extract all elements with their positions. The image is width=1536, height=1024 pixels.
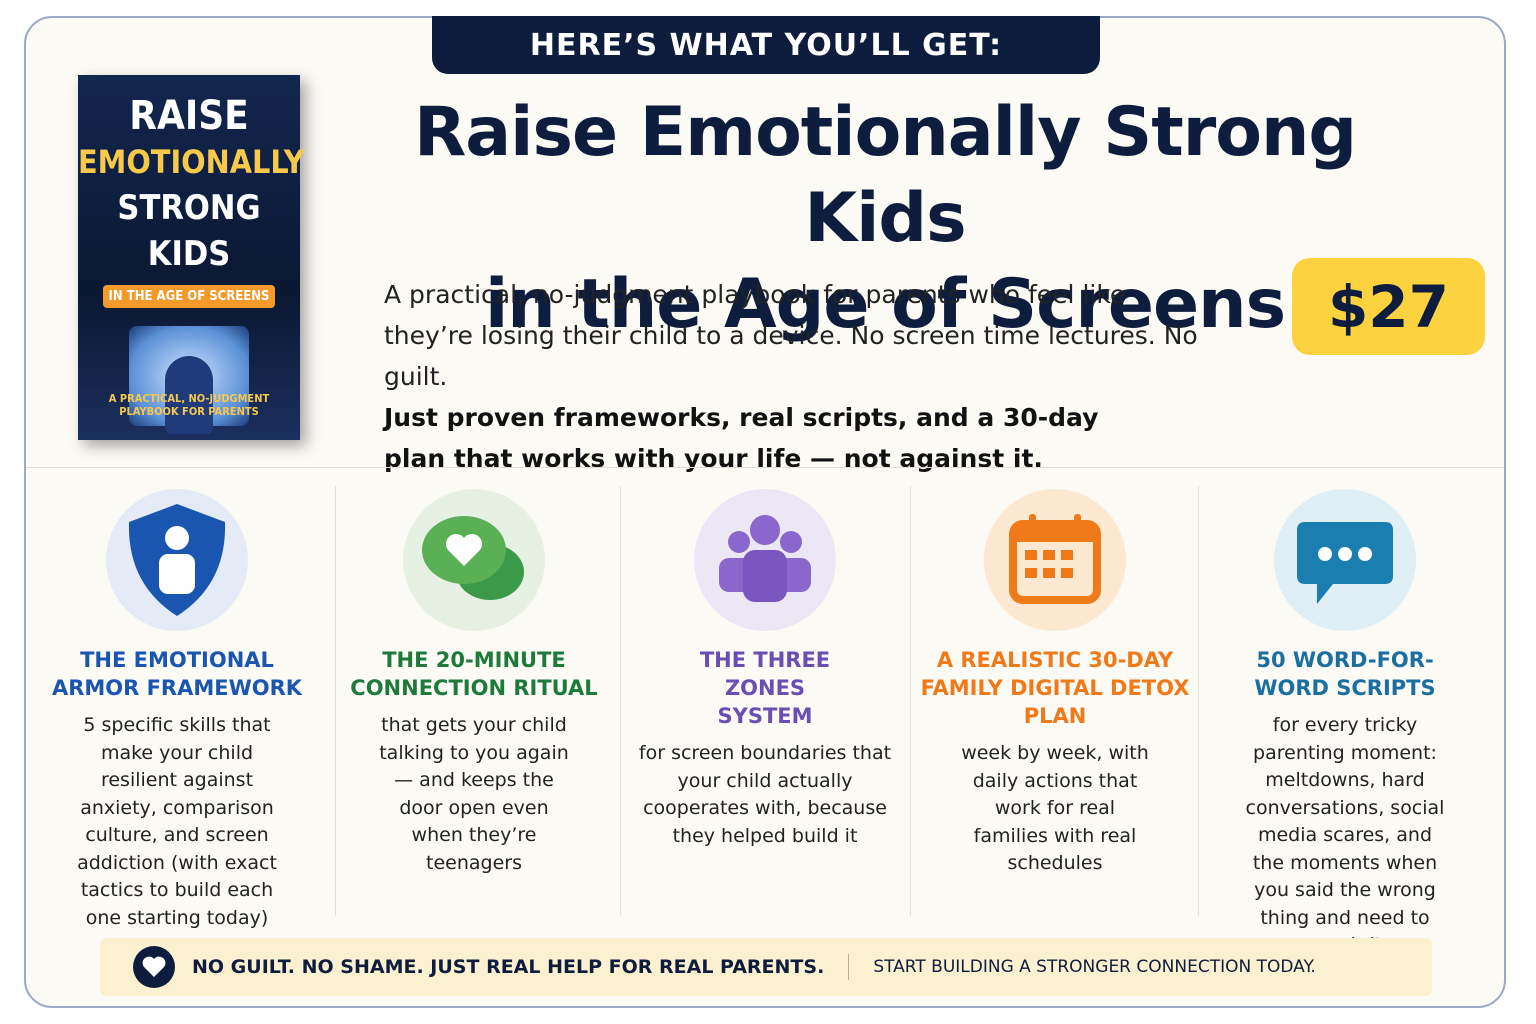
icon [106, 489, 248, 631]
icon [694, 489, 836, 631]
feature-body: week by week, with daily actions that wo… [961, 742, 1149, 874]
separator [620, 486, 621, 916]
feature: THE EMOTIONAL ARMOR FRAMEWORK 5 specific… [42, 488, 312, 932]
headline-line: Raise Emotionally Strong Kids [413, 93, 1357, 258]
book-badge: IN THE AGE OF SCREENS [103, 285, 275, 308]
headline-line: in the Age of Screens [484, 265, 1286, 344]
feature-title: THE EMOTIONAL ARMOR FRAMEWORK [51, 648, 303, 700]
feature-body: for every tricky parenting moment: meltd… [1245, 714, 1445, 956]
divider [26, 467, 1504, 468]
feature-title: A REALISTIC 30-DAY FAMILY DIGITAL DETOX … [920, 648, 1190, 728]
icon [984, 489, 1126, 631]
icon [403, 489, 545, 631]
feature-title: 50 WORD-FOR-WORD SCRIPTS [1254, 648, 1436, 700]
icon [1274, 489, 1416, 631]
separator [1198, 486, 1199, 916]
feature: A REALISTIC 30-DAY FAMILY DIGITAL DETOX … [920, 488, 1190, 878]
book-tagline: A PRACTICAL, NO-JUDGMENT PLAYBOOK FOR PA… [108, 392, 270, 418]
feature-title: THE 20-MINUTE CONNECTION RITUAL [350, 648, 598, 700]
footer: NO GUILT. NO SHAME. JUST REAL HELP FOR R… [100, 938, 1432, 996]
book-illustration [129, 326, 249, 434]
book-title: EMOTIONALLY [78, 143, 305, 181]
separator [335, 486, 336, 916]
headline: Raise Emotionally Strong Kids in the Age… [330, 90, 1440, 348]
feature: THE THREE ZONES SYSTEM for screen bounda… [630, 488, 900, 850]
feature-body: for screen boundaries that your child ac… [638, 742, 892, 847]
book-title: STRONG KIDS [117, 188, 261, 274]
footer-left: NO GUILT. NO SHAME. JUST REAL HELP FOR R… [192, 956, 825, 978]
feature-body: 5 specific skills that make your child r… [77, 714, 277, 929]
banner: HERE’S WHAT YOU’LL GET: [432, 16, 1100, 74]
description: A practical, no-judgment playbook for pa… [384, 274, 1234, 479]
heart-icon [133, 946, 175, 988]
feature: THE 20-MINUTE CONNECTION RITUAL that get… [339, 488, 609, 877]
feature: 50 WORD-FOR-WORD SCRIPTS for every trick… [1210, 488, 1480, 960]
separator [910, 486, 911, 916]
footer-right: START BUILDING A STRONGER CONNECTION TOD… [873, 957, 1316, 977]
description-bold: Just proven frameworks, real scripts, an… [384, 403, 1099, 473]
feature-title: THE THREE ZONES SYSTEM [699, 648, 831, 728]
price: $27 [1292, 258, 1485, 355]
book-cover: RAISE EMOTIONALLY STRONG KIDS IN THE AGE… [78, 75, 305, 440]
book-title: RAISE [129, 93, 249, 139]
description-text: A practical, no-judgment playbook for pa… [384, 280, 1198, 391]
footer-separator [848, 954, 850, 980]
feature-body: that gets your child talking to you agai… [379, 714, 569, 874]
